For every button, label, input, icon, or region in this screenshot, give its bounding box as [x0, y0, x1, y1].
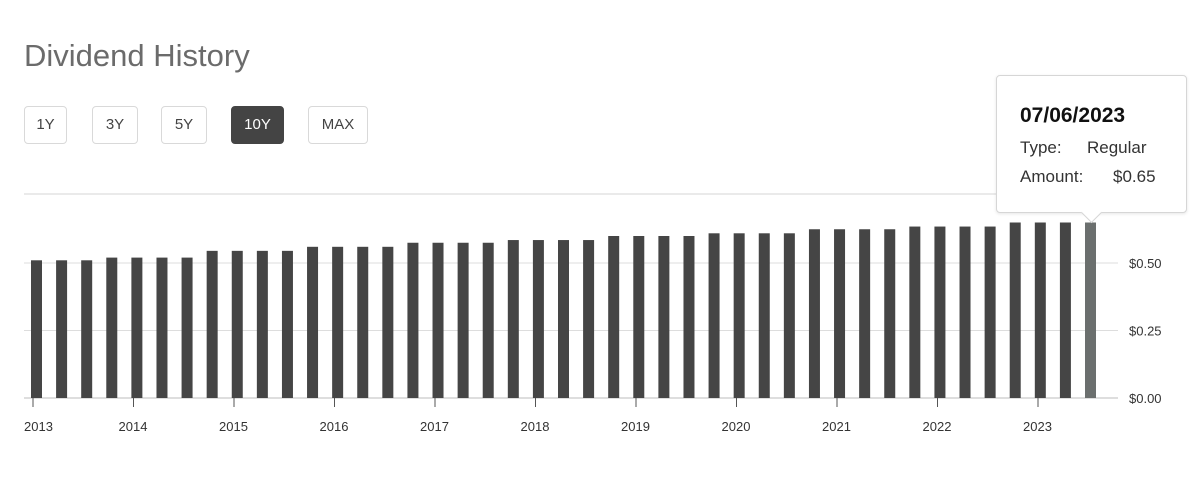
bar — [558, 240, 569, 398]
bar — [81, 260, 93, 398]
bar — [482, 242, 494, 398]
tooltip-type-label: Type: — [1020, 138, 1062, 157]
bar — [808, 229, 820, 398]
x-tick-label: 2020 — [722, 419, 751, 434]
bar — [31, 260, 42, 398]
bar — [56, 260, 68, 398]
page-title: Dividend History — [24, 38, 250, 73]
x-tick-label: 2016 — [320, 419, 349, 434]
bar — [281, 250, 293, 398]
bar — [984, 226, 996, 398]
range-button-10y[interactable]: 10Y — [231, 106, 284, 144]
x-tick-label: 2015 — [219, 419, 248, 434]
bar — [532, 240, 544, 398]
x-tick-label: 2013 — [24, 419, 53, 434]
bar — [307, 246, 319, 398]
y-tick-label: $0.50 — [1129, 256, 1162, 271]
x-tick-label: 2017 — [420, 419, 449, 434]
range-button-1y[interactable]: 1Y — [24, 106, 67, 144]
bar — [959, 226, 971, 398]
bar — [1009, 222, 1021, 398]
bar — [181, 257, 193, 398]
bar — [834, 229, 846, 398]
bar — [1059, 222, 1071, 398]
bar — [432, 242, 444, 398]
tooltip-amount-value: $0.65 — [1113, 167, 1156, 186]
x-tick-label: 2018 — [521, 419, 550, 434]
tooltip-amount-label: Amount: — [1020, 167, 1084, 186]
bar — [658, 236, 670, 398]
range-button-3y[interactable]: 3Y — [92, 106, 138, 144]
bar — [934, 226, 946, 398]
bar — [733, 233, 745, 398]
bar — [206, 250, 218, 398]
bar — [407, 242, 419, 398]
x-tick-label: 2014 — [119, 419, 148, 434]
bar — [859, 229, 871, 398]
tooltip-date: 07/06/2023 — [1020, 104, 1126, 127]
bar — [256, 250, 268, 398]
bar — [357, 246, 369, 398]
bar — [608, 236, 620, 398]
bar — [633, 236, 645, 398]
bar — [783, 233, 795, 398]
bar — [106, 257, 118, 398]
range-button-max[interactable]: MAX — [308, 106, 368, 144]
bar — [507, 240, 519, 398]
tooltip-type-value: Regular — [1087, 138, 1147, 157]
bar — [884, 229, 896, 398]
x-tick-label: 2019 — [621, 419, 650, 434]
y-tick-label: $0.00 — [1129, 391, 1162, 406]
tooltip-amount-row: Amount: $0.65 — [1020, 167, 1170, 187]
bar — [1085, 222, 1096, 398]
range-button-5y[interactable]: 5Y — [161, 106, 207, 144]
bar — [683, 236, 695, 398]
bar — [1034, 222, 1046, 398]
bar — [758, 233, 770, 398]
x-tick-label: 2021 — [822, 419, 851, 434]
x-tick-label: 2022 — [923, 419, 952, 434]
bar — [332, 246, 344, 398]
bar — [382, 246, 394, 398]
bar-tooltip: 07/06/2023 Type: Regular Amount: $0.65 — [996, 75, 1187, 224]
tooltip-type-row: Type: Regular — [1020, 138, 1170, 158]
y-tick-label: $0.25 — [1129, 324, 1162, 339]
x-tick-label: 2023 — [1023, 419, 1052, 434]
bar — [708, 233, 720, 398]
bar — [909, 226, 921, 398]
bar — [457, 242, 469, 398]
bar — [231, 250, 243, 398]
bar — [156, 257, 168, 398]
bar — [131, 257, 143, 398]
bar — [583, 240, 595, 398]
